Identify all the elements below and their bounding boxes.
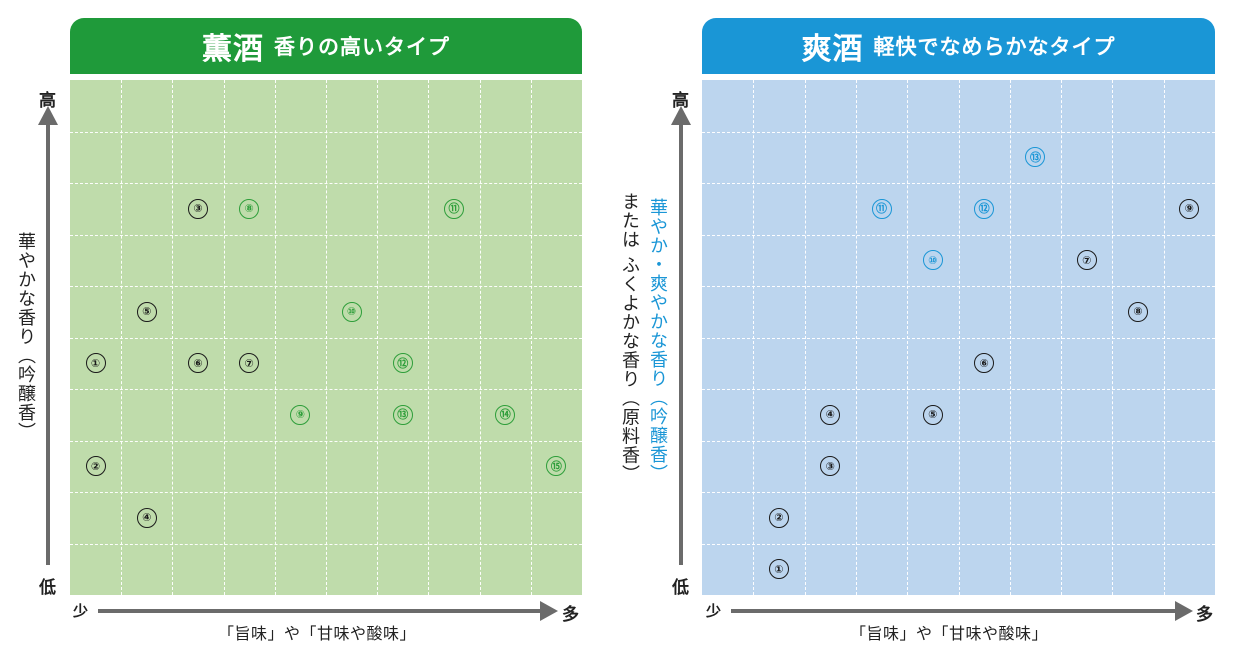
- data-point-marker: ③: [188, 198, 208, 219]
- grid-line-horizontal: [702, 131, 1215, 133]
- data-point-marker: ④: [136, 507, 157, 528]
- y-axis-high-label: 高: [39, 91, 56, 111]
- y-axis-low-label: 低: [672, 578, 689, 598]
- grid-line-horizontal: [702, 286, 1215, 287]
- data-point-marker: ⑦: [1076, 250, 1097, 271]
- data-point-marker: ⑩: [341, 301, 362, 322]
- grid-line-horizontal: [70, 492, 582, 493]
- grid-line-horizontal: [702, 337, 1215, 339]
- x-axis-high-label: 多: [562, 605, 579, 625]
- grid-line-horizontal: [70, 389, 582, 390]
- data-point-marker: ⑫: [974, 198, 995, 219]
- data-point-marker: ③: [820, 456, 841, 477]
- chart-subtitle: 軽快でなめらかなタイプ: [873, 35, 1116, 59]
- x-axis-arrowhead: [1175, 601, 1193, 621]
- y-axis-arrowhead: [671, 106, 691, 125]
- data-point-marker: ⑮: [546, 456, 567, 477]
- data-point-marker: ⑪: [871, 198, 892, 219]
- y-axis-high-label: 高: [672, 91, 689, 111]
- plot-area: ① ② ③ ④ ⑤ ⑥ ⑦ ⑧ ⑨ ⑩ ⑪ ⑫ ⑬ ⑭ ⑮: [70, 80, 582, 595]
- data-point-marker: ⑧: [239, 198, 260, 219]
- x-axis-low-label: 少: [706, 602, 722, 620]
- y-axis-title: 華やかな香り（吟醸香）: [15, 232, 36, 441]
- grid-line-horizontal: [70, 337, 582, 339]
- grid-line-horizontal: [70, 183, 582, 184]
- grid-line-horizontal: [70, 440, 582, 442]
- data-point-marker: ⑨: [290, 404, 311, 425]
- x-axis-title: 「旨味」や「甘味や酸味」: [850, 624, 1049, 643]
- data-point-marker: ⑬: [392, 404, 413, 425]
- data-point-marker: ⑧: [1128, 301, 1149, 322]
- data-point-marker: ⑩: [922, 250, 943, 271]
- grid-line-horizontal: [702, 234, 1215, 236]
- data-point-marker: ⑥: [974, 353, 995, 374]
- data-point-marker: ⑤: [922, 404, 943, 425]
- chart-subtitle: 香りの高いタイプ: [274, 35, 450, 59]
- y-axis-title-secondary: または ふくよかな香り（原料香）: [619, 192, 640, 484]
- data-point-marker: ④: [820, 404, 841, 425]
- data-point-marker: ⑭: [495, 404, 516, 425]
- chart-title-banner: 爽酒 軽快でなめらかなタイプ: [702, 18, 1215, 74]
- data-point-marker: ⑬: [1025, 147, 1046, 168]
- x-axis-high-label: 多: [1196, 605, 1213, 625]
- grid-line-horizontal: [70, 286, 582, 287]
- grid-line-horizontal: [702, 440, 1215, 442]
- data-point-marker: ⑫: [392, 353, 413, 374]
- x-axis-title: 「旨味」や「甘味や酸味」: [218, 624, 417, 643]
- grid-line-horizontal: [702, 492, 1215, 493]
- chart-title: 薫酒: [202, 32, 264, 67]
- grid-line-horizontal: [70, 543, 582, 545]
- grid-line-horizontal: [702, 543, 1215, 545]
- x-axis-arrowhead: [540, 601, 558, 621]
- data-point-marker: ⑥: [188, 353, 208, 374]
- data-point-marker: ⑨: [1179, 198, 1200, 219]
- data-point-marker: ②: [768, 507, 789, 528]
- x-axis-low-label: 少: [73, 602, 89, 620]
- y-axis-low-label: 低: [39, 578, 56, 598]
- y-axis-arrowhead: [38, 106, 58, 125]
- grid-line-horizontal: [70, 234, 582, 236]
- data-point-marker: ②: [85, 456, 106, 477]
- data-point-marker: ⑪: [444, 198, 464, 219]
- grid-line-horizontal: [702, 183, 1215, 184]
- data-point-marker: ⑤: [136, 301, 157, 322]
- plot-area: ① ② ③ ④ ⑤ ⑥ ⑦ ⑧ ⑨ ⑩ ⑪ ⑫ ⑬: [702, 80, 1215, 595]
- data-point-marker: ①: [85, 353, 106, 374]
- chart-title: 爽酒: [801, 32, 864, 67]
- grid-line-horizontal: [70, 131, 582, 133]
- grid-line-horizontal: [702, 389, 1215, 390]
- data-point-marker: ①: [768, 559, 789, 580]
- data-point-marker: ⑦: [239, 353, 260, 374]
- chart-title-banner: 薫酒 香りの高いタイプ: [70, 18, 582, 74]
- y-axis-title: 華やか・爽やかな香り（吟醸香）: [647, 198, 668, 483]
